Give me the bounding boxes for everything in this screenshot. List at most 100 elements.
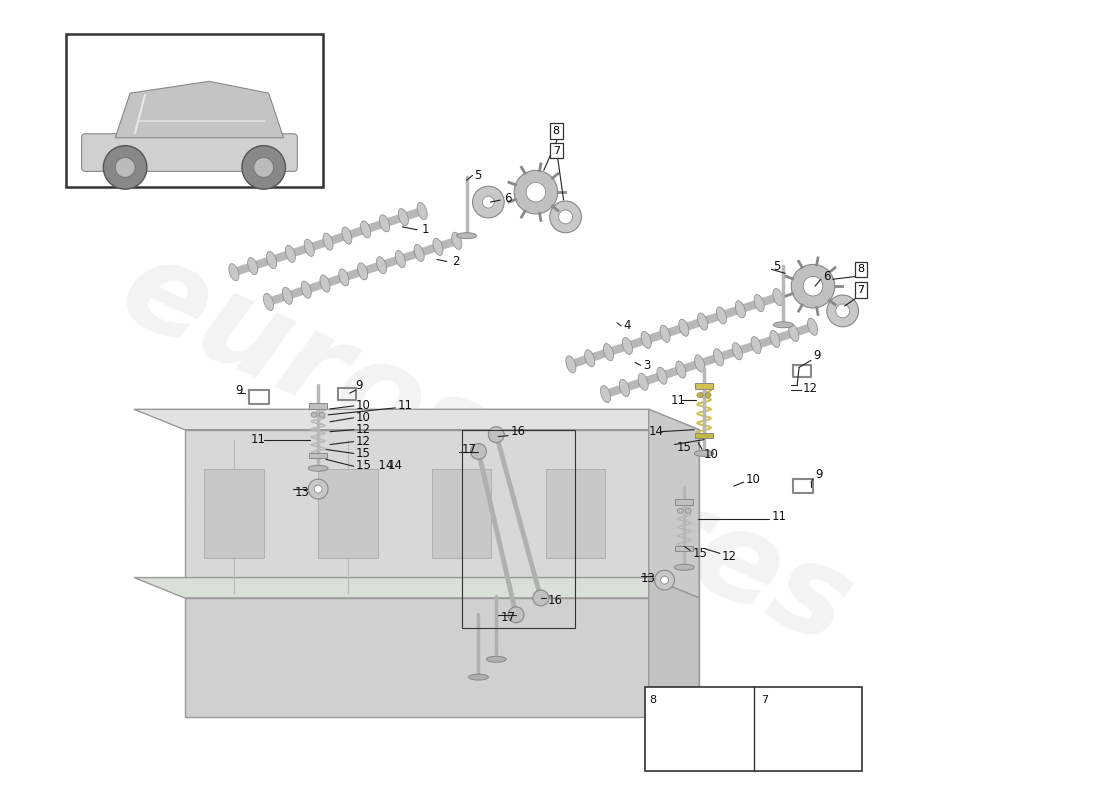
Text: 7: 7 [761,695,769,705]
Circle shape [803,276,823,296]
Ellipse shape [735,301,746,318]
Text: 10: 10 [704,448,719,461]
Text: 8: 8 [650,695,657,705]
Circle shape [661,718,679,735]
Text: 3: 3 [642,359,650,372]
Ellipse shape [414,245,425,262]
Ellipse shape [565,356,576,373]
Ellipse shape [266,251,276,269]
Bar [695,433,713,438]
Ellipse shape [305,239,315,256]
Text: 17: 17 [462,443,476,456]
FancyBboxPatch shape [81,134,297,171]
Circle shape [116,158,135,178]
Ellipse shape [751,337,761,354]
Ellipse shape [398,209,408,226]
Ellipse shape [604,343,614,361]
Ellipse shape [773,322,793,328]
Circle shape [526,182,546,202]
Polygon shape [649,410,700,598]
Ellipse shape [379,214,389,232]
Bar [432,470,492,558]
Circle shape [473,186,504,218]
Text: 6: 6 [823,270,830,282]
Ellipse shape [229,264,239,281]
Text: 8: 8 [552,126,560,136]
Text: 9: 9 [815,468,823,481]
Text: 6: 6 [504,191,512,205]
Text: 7: 7 [552,146,560,155]
Ellipse shape [361,221,371,238]
Ellipse shape [248,258,257,274]
Text: 11: 11 [671,394,685,406]
Ellipse shape [773,289,783,306]
Text: 10: 10 [355,399,371,413]
Text: 11: 11 [771,510,786,523]
Circle shape [836,304,849,318]
Polygon shape [649,578,700,717]
Ellipse shape [733,342,742,360]
Ellipse shape [285,246,296,262]
Text: 7: 7 [858,285,865,295]
Text: 9: 9 [235,384,242,397]
Ellipse shape [714,349,724,366]
Ellipse shape [623,338,632,354]
Text: 5: 5 [773,260,781,273]
Ellipse shape [657,367,667,384]
Bar [66,34,323,187]
Ellipse shape [770,330,780,347]
Text: 13: 13 [641,572,656,585]
Text: 17: 17 [500,611,515,624]
Text: 15: 15 [692,547,707,560]
Circle shape [827,295,858,326]
Ellipse shape [486,656,506,662]
Text: 15  14: 15 14 [355,459,393,472]
Ellipse shape [376,257,386,274]
Text: a passion for parts since 1985: a passion for parts since 1985 [177,480,696,716]
Ellipse shape [697,313,707,330]
Circle shape [315,485,322,493]
Bar [695,383,713,389]
Polygon shape [134,578,700,598]
Ellipse shape [679,319,689,336]
Ellipse shape [339,269,349,286]
Ellipse shape [789,324,799,342]
Ellipse shape [342,227,352,244]
Ellipse shape [319,412,326,418]
Ellipse shape [807,318,817,335]
Ellipse shape [395,250,406,268]
Bar [309,453,327,458]
Circle shape [242,146,286,189]
Text: 4: 4 [623,319,630,332]
Bar [675,546,693,551]
Circle shape [483,196,494,208]
Text: 14: 14 [649,425,663,438]
Ellipse shape [685,508,691,514]
Polygon shape [185,598,700,717]
Text: 12: 12 [355,423,371,436]
Text: 8: 8 [858,264,865,274]
Ellipse shape [638,374,648,390]
Circle shape [654,570,674,590]
Ellipse shape [705,393,711,398]
Ellipse shape [641,331,651,349]
Text: 10: 10 [746,473,760,486]
Polygon shape [134,410,700,430]
Ellipse shape [323,233,333,250]
Bar [645,687,862,771]
Ellipse shape [283,287,293,304]
Polygon shape [185,430,700,598]
Text: 11: 11 [251,433,266,446]
Circle shape [254,158,274,178]
Bar [309,403,327,409]
Ellipse shape [311,412,317,418]
Ellipse shape [585,350,595,367]
Text: 9: 9 [813,349,821,362]
Text: 11: 11 [397,399,412,413]
Bar [546,470,605,558]
Text: 13: 13 [295,486,309,498]
Ellipse shape [417,202,427,220]
Text: 5: 5 [474,169,482,182]
Ellipse shape [308,466,328,471]
Ellipse shape [469,674,488,680]
